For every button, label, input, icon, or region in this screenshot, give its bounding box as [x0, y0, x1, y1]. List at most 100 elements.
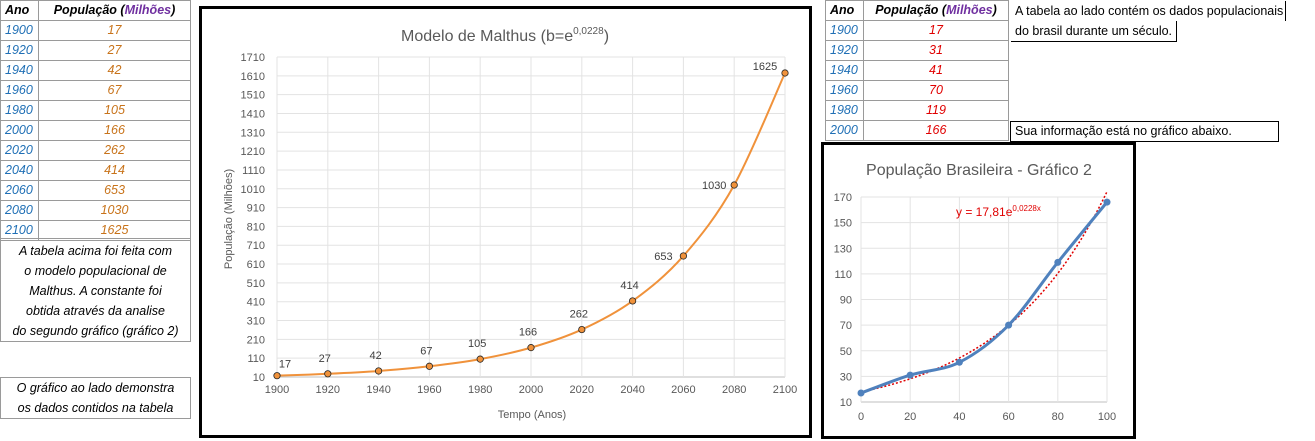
- year-cell[interactable]: 1940: [0, 60, 39, 81]
- brazil-table-row: 1960 70: [825, 80, 1009, 101]
- brazil-population-cell[interactable]: 17: [863, 20, 1009, 41]
- brazil-year-cell[interactable]: 1980: [825, 100, 864, 121]
- brazil-year-cell[interactable]: 1920: [825, 40, 864, 61]
- x-tick-label: 1980: [468, 384, 492, 396]
- malthus-data-label: 653: [654, 251, 672, 263]
- x-tick-label: 2100: [773, 384, 797, 396]
- y-tick-label: 410: [247, 297, 265, 309]
- year-cell[interactable]: 1920: [0, 40, 39, 61]
- brazil-note-line2-box[interactable]: do brasil durante um século.: [1011, 21, 1178, 42]
- brazil-year-cell[interactable]: 1940: [825, 60, 864, 81]
- y-tick-label: 130: [834, 243, 852, 255]
- exponential-trendline: [860, 191, 1108, 393]
- x-tick-label: 1920: [316, 384, 340, 396]
- malthus-chart[interactable]: Modelo de Malthus (b=e0,0228) 10 110 210 31…: [199, 6, 812, 438]
- x-tick-label: 0: [858, 411, 864, 423]
- year-cell[interactable]: 1960: [0, 80, 39, 101]
- brazil-year-cell[interactable]: 2000: [825, 120, 864, 141]
- y-tick-label: 1610: [241, 71, 265, 83]
- x-tick-label: 2080: [722, 384, 746, 396]
- population-cell[interactable]: 1625: [38, 220, 191, 241]
- population-cell[interactable]: 262: [38, 140, 191, 161]
- y-tick-label: 150: [834, 218, 852, 230]
- y-tick-label: 90: [840, 295, 852, 307]
- malthus-data-label: 262: [570, 309, 588, 321]
- y-tick-label: 1210: [241, 146, 265, 158]
- brazil-point: [1054, 258, 1062, 266]
- population-cell[interactable]: 166: [38, 120, 191, 141]
- brazil-population-cell[interactable]: 119: [863, 100, 1009, 121]
- year-cell[interactable]: 2020: [0, 140, 39, 161]
- y-tick-label: 10: [840, 397, 852, 409]
- note-line: A tabela acima foi feita com: [18, 244, 173, 258]
- x-tick-label: 2040: [620, 384, 644, 396]
- note-line: obtida através da analise: [26, 304, 165, 318]
- x-tick-label: 1960: [417, 384, 441, 396]
- note-line: os dados contidos na tabela: [17, 401, 174, 415]
- malthus-point: [425, 362, 433, 370]
- brazil-population-cell[interactable]: 70: [863, 80, 1009, 101]
- y-tick-label: 1710: [241, 52, 265, 64]
- population-cell[interactable]: 67: [38, 80, 191, 101]
- brazil-population-cell[interactable]: 31: [863, 40, 1009, 61]
- malthus-point: [781, 69, 789, 77]
- brazil-series-line: [860, 201, 1109, 395]
- population-cell[interactable]: 1030: [38, 200, 191, 221]
- malthus-point: [628, 297, 637, 305]
- x-tick-label: 80: [1052, 411, 1064, 423]
- population-cell[interactable]: 653: [38, 180, 191, 201]
- malthus-chart-svg: Modelo de Malthus (b=e0,0228) 10 110 210 31…: [223, 26, 797, 421]
- brazil-year-cell[interactable]: 1900: [825, 20, 864, 41]
- brazil-point: [906, 371, 914, 379]
- y-tick-label: 910: [247, 203, 265, 215]
- population-cell[interactable]: 105: [38, 100, 191, 121]
- population-cell[interactable]: 27: [38, 40, 191, 61]
- year-cell[interactable]: 2080: [0, 200, 39, 221]
- malthus-chart-title: Modelo de Malthus (b=e0,0228): [401, 26, 609, 45]
- malthus-table-row: 2100 1625: [0, 220, 191, 241]
- brazil-chart-title: População Brasileira - Gráfico 2: [866, 162, 1092, 179]
- year-cell[interactable]: 2100: [0, 220, 39, 241]
- x-tick-label: 20: [904, 411, 916, 423]
- brazil-population-cell[interactable]: 41: [863, 60, 1009, 81]
- brazil-population-cell[interactable]: 166: [863, 120, 1009, 141]
- brazil-population-table: Ano População (Milhões) 1900 17 1920 31 1940…: [825, 0, 1009, 141]
- population-header[interactable]: População (Milhões): [38, 0, 191, 21]
- year-cell[interactable]: 2000: [0, 120, 39, 141]
- malthus-table-row: 2020 262: [0, 140, 191, 161]
- brazil-population-header[interactable]: População (Milhões): [863, 0, 1009, 21]
- x-tick-label: 100: [1098, 411, 1116, 423]
- chart-description-note[interactable]: O gráfico ao lado demonstra os dados cont…: [0, 377, 191, 419]
- year-cell[interactable]: 2040: [0, 160, 39, 181]
- x-tick-label: 1900: [265, 384, 289, 396]
- malthus-table-row: 1960 67: [0, 80, 191, 101]
- malthus-x-tick-labels: 1900 1920 1940 1960 1980 2000 2020 2040 2060 2080…: [265, 384, 797, 396]
- brazil-note-top[interactable]: A tabela ao lado contém os dados populac…: [1011, 1, 1287, 21]
- population-cell[interactable]: 17: [38, 20, 191, 41]
- malthus-point: [527, 344, 535, 352]
- y-tick-label: 1510: [241, 90, 265, 102]
- brazil-year-cell[interactable]: 1960: [825, 80, 864, 101]
- malthus-table: Ano População (Milhões) 1900 17 1920 27 1940…: [0, 0, 191, 241]
- brazil-population-chart[interactable]: População Brasileira - Gráfico 2 10 30 50 7…: [821, 142, 1136, 439]
- year-cell[interactable]: 1900: [0, 20, 39, 41]
- malthus-data-label: 1625: [753, 61, 777, 73]
- brazil-year-header[interactable]: Ano: [825, 0, 864, 21]
- population-cell[interactable]: 42: [38, 60, 191, 81]
- brazil-note-line2: do brasil durante um século.: [1015, 24, 1173, 38]
- malthus-y-axis-title: População (Milhões): [223, 169, 235, 269]
- brazil-table-row: 1980 119: [825, 100, 1009, 121]
- year-cell[interactable]: 2060: [0, 180, 39, 201]
- malthus-note[interactable]: A tabela acima foi feita com o modelo pop…: [0, 238, 191, 342]
- malthus-point: [679, 252, 687, 260]
- year-cell[interactable]: 1980: [0, 100, 39, 121]
- y-tick-label: 310: [247, 316, 265, 328]
- x-tick-label: 2000: [519, 384, 543, 396]
- malthus-data-label: 414: [620, 280, 638, 292]
- y-tick-label: 1110: [242, 165, 265, 177]
- brazil-note-bottom[interactable]: Sua informação está no gráfico abaixo.: [1010, 121, 1279, 142]
- y-tick-label: 210: [247, 334, 265, 346]
- population-cell[interactable]: 414: [38, 160, 191, 181]
- malthus-data-label: 17: [279, 359, 291, 371]
- year-header[interactable]: Ano: [0, 0, 39, 21]
